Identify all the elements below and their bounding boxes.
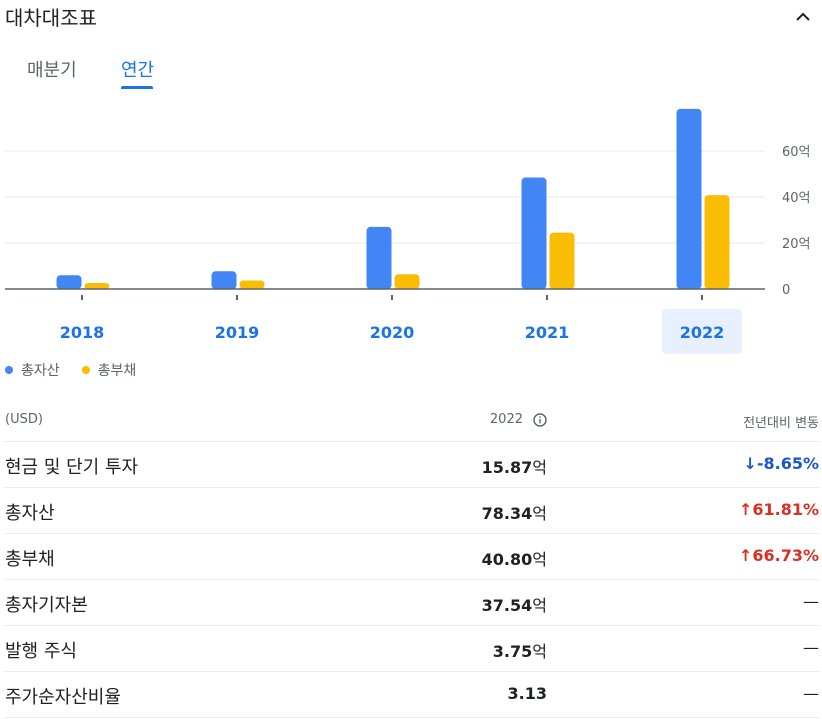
tab-quarterly[interactable]: 매분기 [27, 60, 77, 81]
legend-item-total-liabilities: 총부채 [81, 360, 137, 380]
tab-annual[interactable]: 연간 [121, 60, 155, 81]
row-change: — [803, 592, 819, 611]
selected-year-highlight [662, 309, 742, 354]
arrow-up-icon: ↑ [738, 546, 753, 565]
row-change: ↑66.73% [739, 546, 819, 565]
table-row: 총자기자본 37.54억 — [5, 580, 819, 626]
year-header: 2022 [490, 412, 547, 427]
legend-dot-total-liabilities [81, 366, 90, 374]
row-change-value: -8.65% [756, 454, 819, 473]
row-value-unit: 억 [532, 642, 547, 661]
legend-label-total-assets: 총자산 [21, 363, 60, 379]
change-header: 전년대비 변동 [743, 416, 819, 431]
row-change: ↓-8.65% [743, 454, 819, 473]
row-value-number: 78.34 [481, 504, 533, 523]
bar-total-assets[interactable] [366, 226, 392, 289]
bar-total-liabilities[interactable] [394, 274, 420, 289]
row-change-value: 61.81% [752, 500, 819, 519]
y-tick-label: 20억 [782, 237, 811, 252]
chevron-up-icon[interactable] [794, 8, 812, 26]
row-value: 37.54억 [482, 592, 547, 616]
row-value: 15.87억 [482, 454, 547, 478]
x-tick-label[interactable]: 2021 [525, 323, 570, 342]
bar-total-assets[interactable] [56, 275, 82, 289]
row-change-value: — [803, 684, 819, 703]
row-change-value: — [803, 638, 819, 657]
year-header-label: 2022 [489, 412, 523, 427]
bar-total-liabilities[interactable] [239, 280, 265, 289]
row-value-unit: 억 [532, 596, 547, 615]
row-label: 발행 주식 [5, 641, 77, 662]
row-label: 주가순자산비율 [5, 687, 121, 708]
legend-item-total-assets: 총자산 [5, 360, 60, 380]
currency-header: (USD) [5, 412, 43, 427]
bar-total-liabilities[interactable] [549, 232, 575, 289]
info-icon[interactable] [533, 412, 547, 427]
x-tick-label[interactable]: 2018 [60, 323, 105, 342]
row-value-number: 40.80 [481, 550, 533, 569]
legend-label-total-liabilities: 총부채 [97, 363, 137, 379]
period-tabs: 매분기 연간 [0, 56, 400, 92]
bar-total-liabilities[interactable] [704, 195, 730, 289]
bar-total-assets[interactable] [211, 271, 237, 289]
arrow-up-icon: ↑ [738, 500, 753, 519]
active-tab-indicator [121, 86, 153, 89]
row-change: — [803, 638, 819, 657]
y-tick-label: 0 [782, 283, 790, 298]
table-header: (USD) 2022 전년대비 변동 [5, 398, 819, 442]
section-header: 대차대조표 [0, 0, 822, 34]
row-change: — [803, 684, 819, 703]
table-row: 발행 주식 3.75억 — [5, 626, 819, 672]
chart-legend: 총자산 총부채 [5, 360, 136, 380]
x-tick-label[interactable]: 2022 [680, 323, 725, 342]
row-value-number: 37.54 [481, 596, 533, 615]
table-body: 현금 및 단기 투자 15.87억 ↓-8.65% 총자산 78.34억 ↑61.81% 총… [5, 442, 819, 718]
y-tick-label: 60억 [782, 145, 811, 160]
bar-total-assets[interactable] [676, 108, 702, 290]
bar-total-assets[interactable] [521, 177, 547, 289]
financial-table: (USD) 2022 전년대비 변동 현금 및 단기 투자 15.87억 ↓-8.6… [5, 398, 819, 718]
row-value-number: 3.13 [507, 684, 547, 703]
arrow-down-icon: ↓ [743, 454, 757, 473]
section-title: 대차대조표 [5, 6, 97, 30]
row-label: 총자산 [5, 503, 55, 524]
row-value-number: 15.87 [481, 458, 533, 477]
row-label: 현금 및 단기 투자 [5, 457, 139, 478]
balance-sheet-chart: 0 20억 40억 60억 2018 2019 2020 2021 2022 [5, 108, 811, 354]
row-change: ↑61.81% [739, 500, 819, 519]
row-value-unit: 억 [532, 504, 547, 523]
legend-dot-total-assets [5, 366, 13, 374]
row-change-value: — [803, 592, 819, 611]
row-value-number: 3.75 [492, 642, 533, 661]
table-row: 총자산 78.34억 ↑61.81% [5, 488, 819, 534]
y-tick-label: 40억 [782, 191, 811, 206]
table-row: 현금 및 단기 투자 15.87억 ↓-8.65% [5, 442, 819, 488]
row-change-value: 66.73% [752, 546, 819, 565]
x-tick-label[interactable]: 2020 [370, 323, 415, 342]
table-row: 주가순자산비율 3.13 — [5, 672, 819, 718]
row-label: 총부채 [5, 549, 55, 570]
row-value-unit: 억 [532, 458, 547, 477]
bar-total-liabilities[interactable] [84, 283, 110, 289]
row-value: 40.80억 [482, 546, 547, 570]
row-value: 3.13 [508, 684, 547, 703]
row-value: 3.75억 [493, 638, 547, 662]
row-value-unit: 억 [532, 550, 547, 569]
table-row: 총부채 40.80억 ↑66.73% [5, 534, 819, 580]
row-label: 총자기자본 [5, 595, 88, 616]
x-tick-label[interactable]: 2019 [215, 323, 260, 342]
row-value: 78.34억 [482, 500, 547, 524]
